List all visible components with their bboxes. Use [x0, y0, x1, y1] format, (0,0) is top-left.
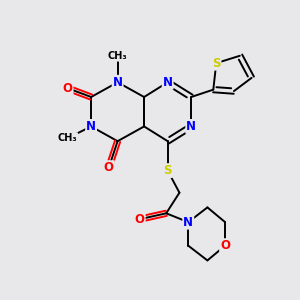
- Text: CH₃: CH₃: [108, 51, 127, 61]
- Text: CH₃: CH₃: [58, 133, 77, 143]
- Text: O: O: [104, 161, 114, 174]
- Text: N: N: [186, 120, 196, 133]
- Text: S: S: [164, 164, 172, 177]
- Text: S: S: [212, 57, 220, 70]
- Text: N: N: [183, 216, 193, 229]
- Text: O: O: [135, 213, 145, 226]
- Text: O: O: [63, 82, 73, 95]
- Text: N: N: [112, 76, 123, 89]
- Text: O: O: [220, 239, 230, 252]
- Text: N: N: [86, 120, 96, 133]
- Text: N: N: [163, 76, 173, 89]
